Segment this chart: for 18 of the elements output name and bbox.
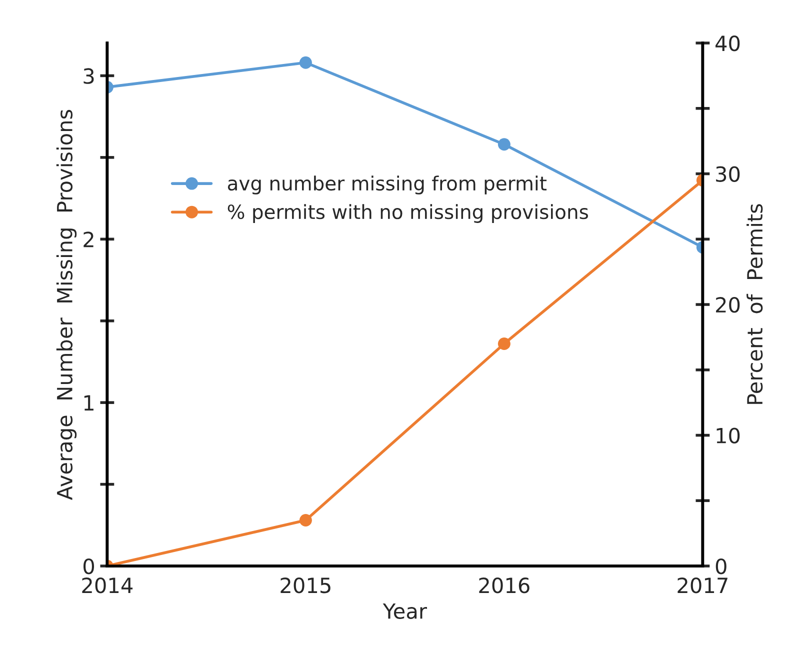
x-tick-label: 2016 xyxy=(479,577,530,594)
legend-label: avg number missing from permit xyxy=(228,176,547,194)
y-tick-label: 1 xyxy=(84,395,94,410)
y2-tick-label: 20 xyxy=(716,296,740,313)
y2-axis-title: Percent of Permits xyxy=(746,204,763,404)
y2-tick-label: 30 xyxy=(716,166,740,182)
y-tick-label: 0 xyxy=(84,558,94,574)
y2-tick-label: 40 xyxy=(716,35,740,52)
x-axis-title: Year xyxy=(382,603,427,619)
y-tick-label: 3 xyxy=(84,68,94,84)
x-tick-label: 2017 xyxy=(678,577,728,594)
y-tick-label: 2 xyxy=(84,232,94,248)
x-tick-label: 2014 xyxy=(82,577,133,594)
y2-tick-label: 0 xyxy=(716,558,726,574)
x-tick-label: 2015 xyxy=(280,577,330,594)
legend-label: % permits with no missing provisions xyxy=(228,204,588,223)
y2-tick-label: 10 xyxy=(716,428,740,444)
y-axis-title: Average Number Missing Provisions xyxy=(56,110,77,500)
